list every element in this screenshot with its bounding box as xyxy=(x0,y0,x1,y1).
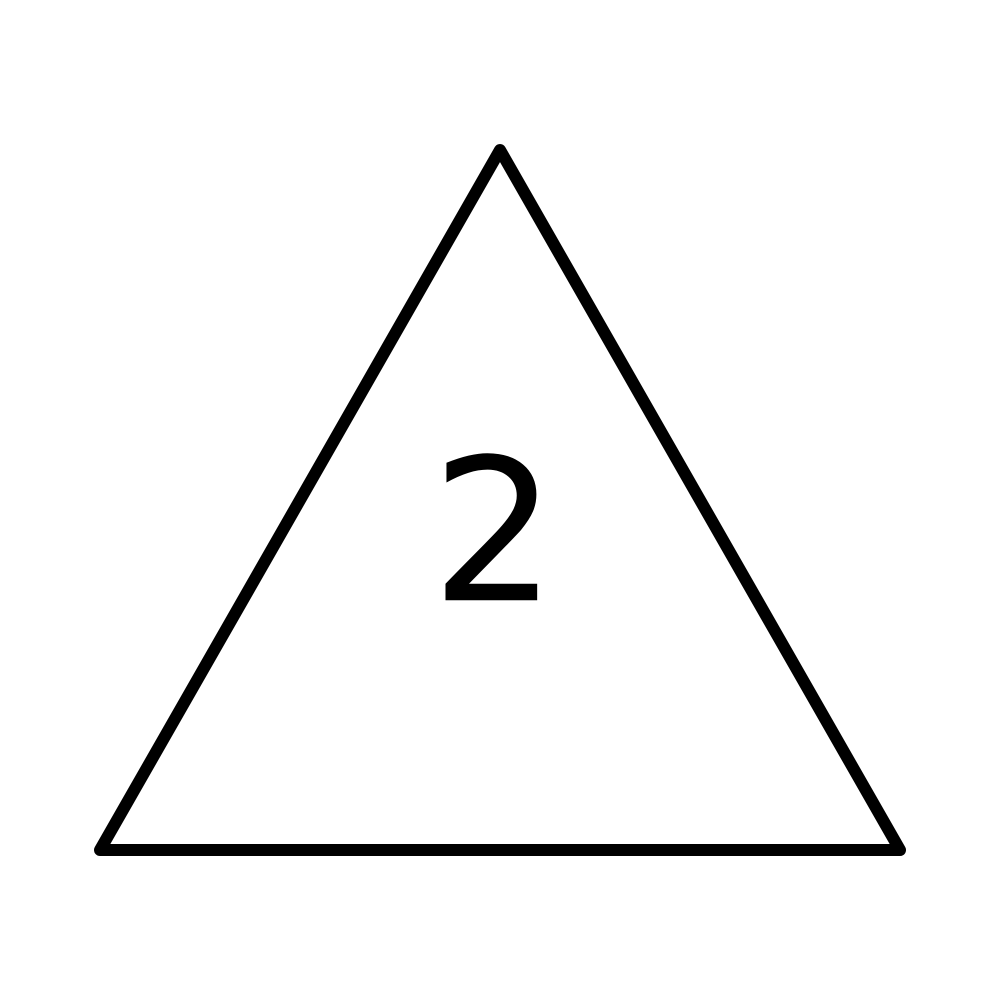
triangle-shape xyxy=(94,144,906,856)
triangle-label: 2 xyxy=(431,416,557,647)
